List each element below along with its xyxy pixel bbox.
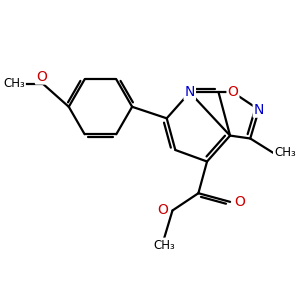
Text: CH₃: CH₃: [3, 77, 25, 90]
Text: CH₃: CH₃: [274, 146, 296, 159]
Text: O: O: [235, 195, 246, 209]
Text: O: O: [36, 70, 47, 83]
Text: O: O: [157, 203, 168, 218]
Text: N: N: [184, 85, 195, 99]
Text: O: O: [227, 85, 239, 99]
Text: N: N: [254, 103, 264, 117]
Text: CH₃: CH₃: [153, 238, 175, 252]
